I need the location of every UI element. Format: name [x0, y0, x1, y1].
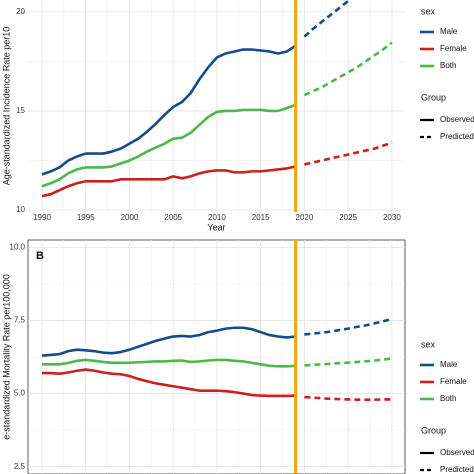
observed-line — [41, 165, 296, 198]
y-tick-label: 5.0 — [14, 389, 26, 398]
legend-label: Both — [440, 394, 456, 403]
legend-label: Male — [440, 27, 458, 36]
predicted-line — [304, 141, 393, 166]
y-tick-label: 10 — [16, 205, 25, 214]
group-legend-label: Observed — [440, 448, 474, 457]
legend-label: Female — [440, 44, 467, 53]
panel: 1990 1995 2000 2005 2010 2015 2020 2025 2030 10 15… — [1, 0, 474, 232]
y-axis-label: e-standardized Mortality Rate per100,000 — [1, 274, 11, 440]
legend-title: sex — [421, 339, 436, 349]
x-tick-label: 2005 — [164, 213, 182, 222]
x-tick-label: 2025 — [339, 213, 357, 222]
observed-line — [42, 368, 296, 398]
y-axis-label: Age-standardized Incidence Rate per10 — [1, 27, 11, 186]
predicted-line — [304, 395, 392, 401]
group-legend-title: Group — [421, 425, 446, 435]
x-axis-label: Year — [207, 222, 225, 232]
predicted-line — [303, 41, 393, 97]
group-legend-label: Predicted — [440, 132, 474, 141]
panel-label: B — [36, 250, 44, 262]
x-tick-label: 2015 — [252, 213, 270, 222]
observed-line — [41, 44, 297, 176]
x-tick-label: 2020 — [296, 213, 314, 222]
observed-line — [42, 358, 296, 368]
lines — [41, 0, 393, 198]
group-legend-label: Predicted — [440, 465, 474, 474]
legend-title: sex — [421, 6, 436, 16]
y-tick-label: 2.5 — [14, 462, 26, 471]
x-tick-label: 1995 — [77, 213, 95, 222]
predicted-line — [304, 357, 393, 367]
y-tick-label: 15 — [16, 106, 25, 115]
legend-label: Male — [440, 360, 458, 369]
x-tick-label: 2000 — [121, 213, 139, 222]
panel: 2.5 5.0 7.5 10.0 e-standardized Mortality Ra… — [1, 239, 474, 474]
lines — [41, 317, 393, 401]
y-tick-label: 7.5 — [14, 316, 26, 325]
group-legend-label: Observed — [440, 115, 474, 124]
observed-line — [41, 326, 296, 357]
x-tick-label: 2030 — [383, 213, 401, 222]
y-tick-label: 20 — [16, 7, 25, 16]
x-tick-label: 2010 — [208, 213, 226, 222]
y-tick-label: 10.0 — [9, 242, 25, 251]
legend-label: Both — [440, 61, 456, 70]
group-legend-title: Group — [421, 92, 446, 102]
observed-line — [41, 103, 297, 188]
legend-label: Female — [440, 377, 467, 386]
predicted-line — [304, 317, 393, 336]
x-tick-label: 1990 — [33, 213, 51, 222]
